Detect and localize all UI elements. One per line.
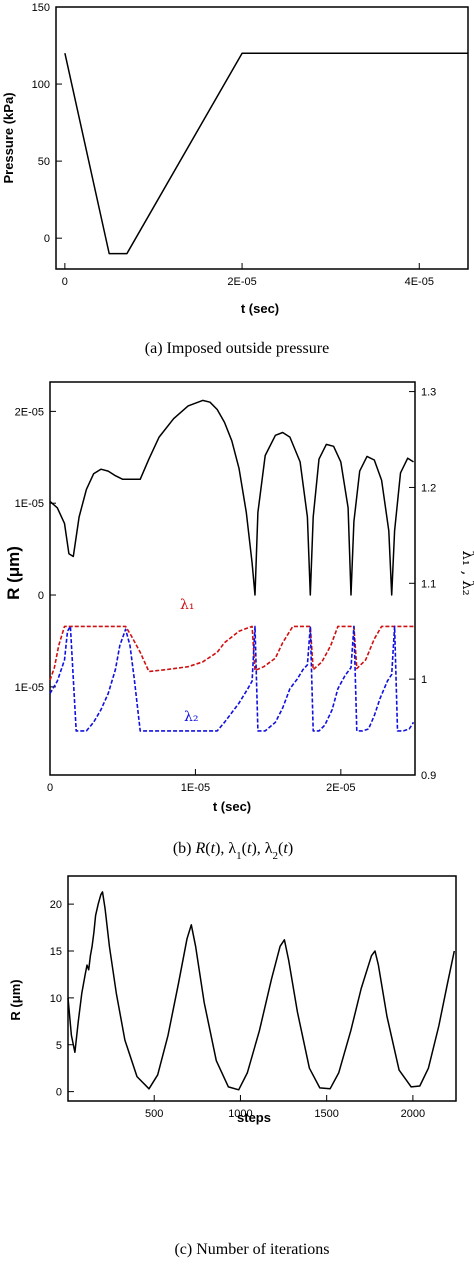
right-y-tick-label: 0.9 [421,770,436,782]
panel-radius-stretch: 0 1E-05 2E-05 1E-05 0 1E-05 2E-05 0.9 1 1.1 1.2 1.3… [4,381,474,862]
x-tick-label: 500 [145,1108,163,1120]
y-axis-title: R (μm) [8,979,23,1020]
caption: (b) R(t), λ1(t), λ2(t) [173,840,293,862]
y-tick-label: 1E-05 [15,682,44,694]
plot-area [64,52,468,255]
y-tick-label: 100 [32,79,50,91]
lambda1-label: λ₁ [180,597,195,613]
x-tick-label: 1500 [314,1108,338,1120]
axis-ticks: 0 2E-05 4E-05 0 50 100 150 [32,2,434,288]
plot-area [49,399,415,732]
series-line-lambda1 [49,625,414,681]
x-axis-title: steps [237,1110,271,1125]
x-tick-label: 1000 [228,1108,252,1120]
x-tick-label: 0 [47,782,53,794]
caption: (a) Imposed outside pressure [145,340,329,357]
y-tick-label: 15 [50,946,62,958]
x-tick-label: 4E-05 [405,276,434,288]
panel-pressure: 0 2E-05 4E-05 0 50 100 150 t (sec) Pressure (k… [1,2,469,357]
plot-area [67,891,456,1091]
series-line-main [64,52,468,255]
y-tick-label: 150 [32,2,50,14]
axis-ticks: 500 1000 1500 2000 0 5 10 15 20 [50,899,425,1120]
y-tick-label: 2E-05 [15,406,44,418]
x-tick-label: 1E-05 [181,782,210,794]
y-tick-label: 0 [44,233,50,245]
plot-frame [49,381,416,776]
lambda2-label: λ₂ [184,709,199,725]
y-axis-title: Pressure (kPa) [1,92,16,183]
right-y-tick-label: 1.3 [421,387,436,399]
series-line-main [67,891,456,1091]
y-tick-label: 10 [50,993,62,1005]
right-y-tick-label: 1 [421,674,427,686]
y-tick-label: 50 [38,156,50,168]
y-axis-title: R (μm) [4,546,23,600]
y-tick-label: 1E-05 [15,498,44,510]
plot-frame [55,6,469,270]
y-tick-label: 0 [38,590,44,602]
panel-iterations: 500 1000 1500 2000 0 5 10 15 20 steps R (μm) (c)… [8,875,457,1258]
y-tick-label: 0 [56,1087,62,1099]
x-axis-title: t (sec) [241,301,279,316]
plot-frame [67,875,457,1102]
right-y-tick-label: 1.1 [421,578,436,590]
x-tick-label: 2E-05 [227,276,256,288]
x-tick-label: 2000 [401,1108,425,1120]
caption: (c) Number of iterations [174,1241,329,1258]
x-tick-label: 0 [62,276,68,288]
right-y-tick-label: 1.2 [421,482,436,494]
axis-ticks: 0 1E-05 2E-05 1E-05 0 1E-05 2E-05 0.9 1 1.1 1.2 1.3 [15,387,437,794]
series-line-main [49,399,414,596]
x-axis-title: t (sec) [213,799,251,814]
y-tick-label: 20 [50,899,62,911]
series-line-lambda2 [49,625,415,732]
right-axis-title: λ₁ , λ₂ [459,550,474,595]
y-tick-label: 5 [56,1040,62,1052]
x-tick-label: 2E-05 [326,782,355,794]
